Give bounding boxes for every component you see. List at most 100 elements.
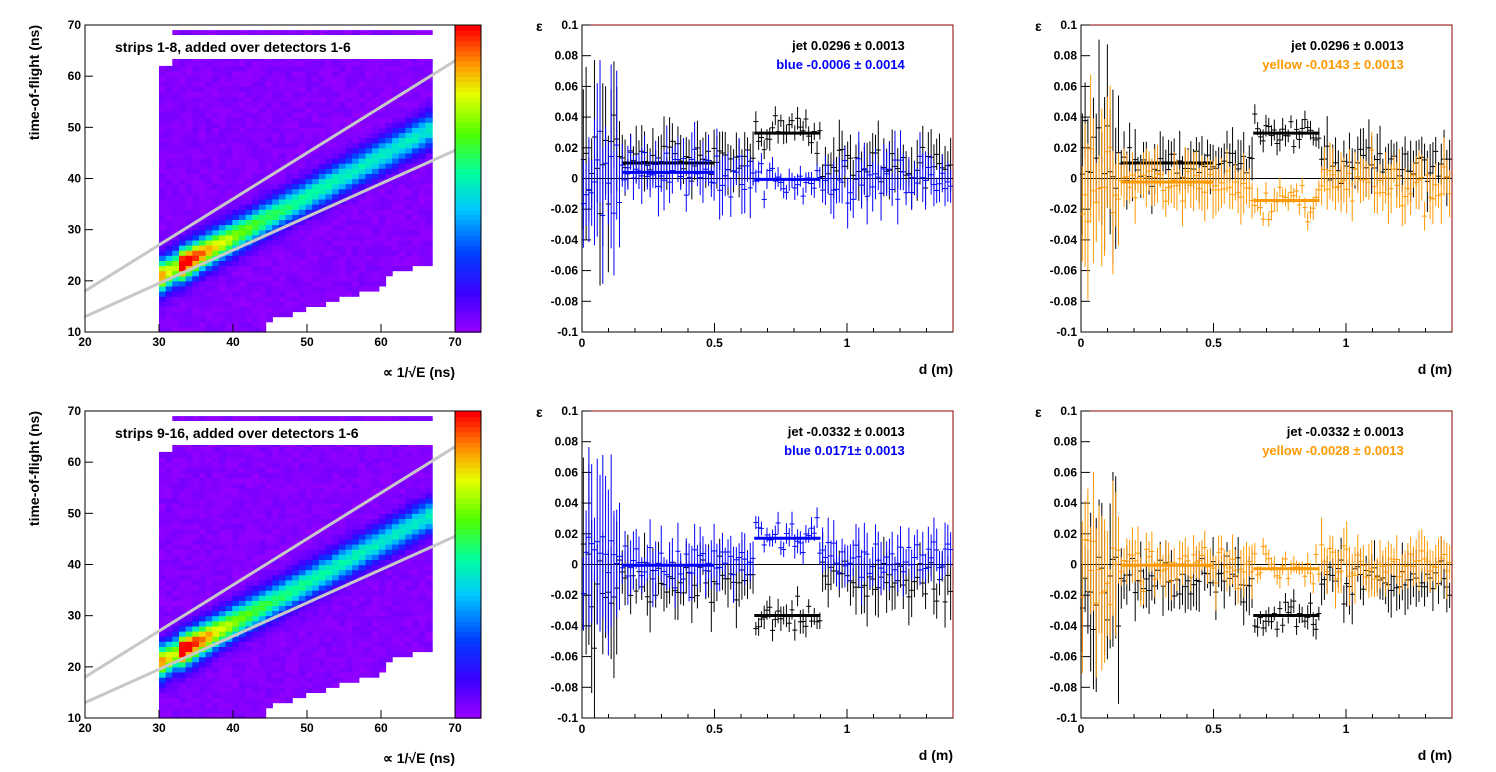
heatmap-cell	[179, 142, 187, 149]
heatmap-cell	[159, 142, 167, 149]
heatmap-cell	[272, 199, 280, 205]
heatmap-cell	[252, 585, 260, 591]
heatmap-cell	[225, 122, 233, 128]
heatmap-cell	[412, 65, 420, 72]
heatmap-cell	[278, 101, 287, 108]
heatmap-cell	[325, 661, 333, 668]
heatmap-cell	[312, 250, 320, 256]
heatmap-cell	[172, 697, 180, 704]
heatmap-cell	[412, 168, 420, 174]
heatmap-cell	[179, 112, 187, 118]
heatmap-cell	[318, 646, 327, 653]
heatmap-cell	[245, 30, 253, 36]
heatmap-cell	[305, 661, 313, 668]
heatmap-cell	[218, 498, 227, 504]
heatmap-cell	[278, 661, 287, 668]
heatmap-cell	[225, 280, 233, 287]
heatmap-cell	[252, 508, 260, 514]
heatmap-cell	[385, 142, 393, 149]
heatmap-cell	[205, 549, 213, 555]
heatmap-cell	[398, 137, 407, 144]
heatmap-cell	[318, 86, 327, 93]
heatmap-cell	[205, 60, 213, 67]
heatmap-cell	[218, 666, 227, 673]
heatmap-cell	[385, 265, 393, 272]
heatmap-cell	[185, 127, 193, 133]
heatmap-cell	[272, 462, 280, 468]
heatmap-cell	[272, 296, 280, 302]
heatmap-cell	[245, 544, 253, 550]
heatmap-cell	[172, 158, 180, 164]
heatmap-cell	[318, 579, 327, 586]
heatmap-cell	[365, 158, 373, 164]
heatmap-cell	[225, 538, 233, 545]
heatmap-cell	[292, 590, 300, 596]
heatmap-cell	[245, 219, 253, 226]
heatmap-cell	[212, 326, 220, 333]
heatmap-cell	[179, 579, 187, 586]
heatmap-cell	[185, 544, 193, 550]
heatmap-cell	[325, 569, 333, 576]
heatmap-cell	[172, 291, 180, 297]
heatmap-cell	[212, 416, 220, 422]
heatmap-cell	[258, 544, 267, 550]
heatmap-cell	[292, 229, 300, 236]
heatmap-cell	[225, 112, 233, 118]
heatmap-cell	[405, 106, 413, 113]
heatmap-cell	[272, 569, 280, 576]
heatmap-cell	[392, 168, 400, 174]
heatmap-cell	[285, 472, 293, 479]
heatmap-cell	[278, 492, 287, 499]
heatmap-cell	[252, 687, 260, 693]
heatmap-cell	[265, 610, 273, 617]
heatmap-cell	[272, 564, 280, 571]
color-bar-segment	[455, 321, 481, 328]
heatmap-cell	[172, 260, 180, 267]
heatmap-cell	[292, 270, 300, 277]
heatmap-cell	[392, 112, 400, 118]
heatmap-cell	[285, 234, 293, 241]
heatmap-cell	[172, 173, 180, 180]
heatmap-cell	[318, 188, 327, 195]
heatmap-cell	[165, 239, 173, 246]
heatmap-cell	[199, 697, 207, 704]
heatmap-cell	[418, 255, 426, 261]
heatmap-cell	[252, 245, 260, 251]
heatmap-cell	[185, 326, 193, 333]
heatmap-cell	[212, 265, 220, 272]
heatmap-cell	[179, 117, 187, 123]
heatmap-cell	[278, 579, 287, 586]
heatmap-cell	[272, 482, 280, 489]
heatmap-cell	[418, 142, 426, 149]
heatmap-cell	[199, 173, 207, 180]
heatmap-cell	[192, 81, 200, 87]
heatmap-cell	[332, 677, 340, 683]
heatmap-cell	[185, 306, 193, 313]
heatmap-cell	[298, 245, 307, 251]
heatmap-cell	[212, 528, 220, 535]
heatmap-cell	[398, 76, 407, 82]
heatmap-cell	[265, 579, 273, 586]
heatmap-cell	[345, 71, 353, 77]
heatmap-cell	[312, 600, 320, 606]
heatmap-cell	[378, 152, 387, 159]
heatmap-cell	[358, 260, 367, 267]
heatmap-cell	[305, 677, 313, 683]
heatmap-cell	[332, 183, 340, 190]
y-tick-label: -0.02	[1050, 202, 1078, 216]
heatmap-cell	[305, 209, 313, 215]
heatmap-cell	[179, 291, 187, 297]
heatmap-cell	[238, 117, 247, 123]
heatmap-cell	[225, 661, 233, 668]
heatmap-cell	[372, 127, 380, 133]
heatmap-cell	[205, 30, 213, 36]
heatmap-cell	[338, 112, 347, 118]
heatmap-cell	[265, 533, 273, 540]
heatmap-cell	[405, 255, 413, 261]
heatmap-cell	[312, 564, 320, 571]
heatmap-cell	[378, 132, 387, 139]
heatmap-cell	[232, 275, 240, 282]
heatmap-cell	[312, 462, 320, 468]
heatmap-cell	[192, 209, 200, 215]
heatmap-cell	[412, 152, 420, 159]
